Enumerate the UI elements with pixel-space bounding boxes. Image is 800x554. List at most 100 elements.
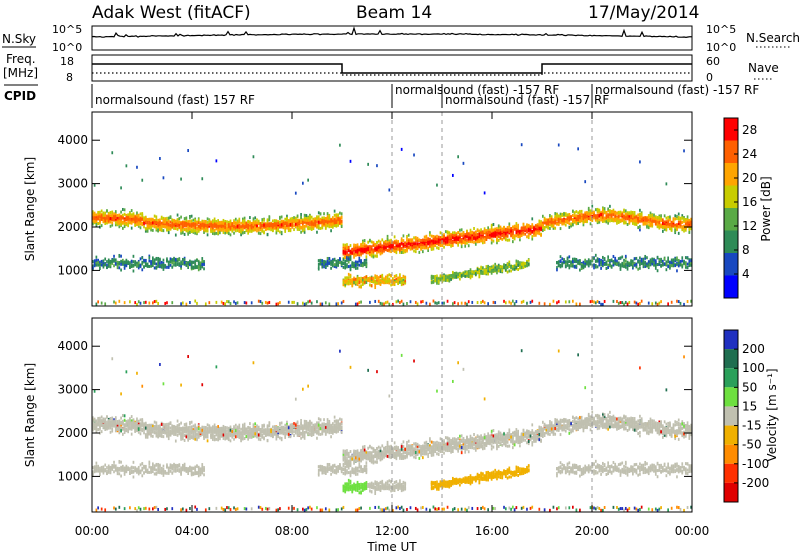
- power-cell: [665, 222, 668, 226]
- power-cell: [474, 242, 477, 246]
- power-cell: [626, 214, 629, 218]
- power-cell: [282, 219, 285, 223]
- power-cell: [178, 217, 181, 221]
- power-cell: [317, 220, 320, 224]
- power-cell: [185, 227, 188, 231]
- power-cell: [674, 214, 677, 218]
- power-cell: [437, 238, 440, 242]
- power-cell: [476, 269, 479, 273]
- power-cell: [326, 212, 329, 216]
- power-cell: [332, 259, 334, 263]
- power-cell: [559, 220, 562, 224]
- nave-trace: [92, 72, 692, 76]
- power-cell: [536, 229, 539, 233]
- power-cell: [573, 214, 576, 218]
- power-cell: [400, 147, 403, 151]
- nsky-label: N.Sky: [2, 32, 36, 46]
- power-cell: [169, 263, 172, 267]
- power-cell: [529, 231, 532, 235]
- power-cell: [623, 258, 625, 262]
- power-cell: [441, 301, 444, 305]
- power-cell: [485, 229, 488, 233]
- power-cell: [444, 240, 447, 244]
- power-cell: [127, 222, 129, 226]
- power-cell: [139, 264, 142, 268]
- power-cell: [159, 220, 161, 224]
- power-cell: [647, 214, 650, 218]
- power-cell: [462, 161, 465, 165]
- power-cell: [526, 225, 528, 229]
- power-cell: [370, 251, 373, 255]
- power-cell: [337, 217, 339, 221]
- power-cell: [455, 233, 458, 237]
- power-cell: [603, 262, 606, 266]
- power-cell: [517, 230, 519, 234]
- power-cell: [302, 181, 304, 185]
- power-cell: [362, 249, 364, 253]
- power-cell: [647, 224, 650, 228]
- power-cell: [291, 222, 294, 226]
- power-cell: [464, 274, 467, 278]
- power-cell: [619, 256, 622, 260]
- power-cell: [409, 242, 412, 246]
- power-cell: [296, 221, 299, 225]
- power-cell: [326, 259, 329, 263]
- power-cell: [185, 222, 188, 226]
- power-cell: [564, 213, 567, 217]
- power-cell: [354, 260, 357, 264]
- power-cell: [340, 212, 343, 216]
- power-cell: [559, 212, 562, 216]
- power-cell: [162, 263, 165, 267]
- power-cell: [100, 216, 103, 220]
- power-cell: [346, 253, 348, 257]
- power-cell: [395, 277, 398, 281]
- power-cell: [157, 223, 159, 227]
- power-cell: [594, 259, 597, 263]
- power-cell: [444, 237, 447, 241]
- power-cell: [132, 269, 135, 273]
- power-cell: [114, 210, 117, 214]
- power-cell: [137, 266, 140, 270]
- power-cell: [564, 260, 567, 264]
- power-cell: [400, 237, 403, 241]
- power-cell: [579, 268, 581, 272]
- power-cell: [480, 230, 482, 234]
- power-cell: [356, 250, 359, 254]
- power-cell: [649, 223, 652, 227]
- power-cell: [259, 222, 262, 226]
- power-cell: [383, 249, 385, 253]
- power-cell: [474, 272, 477, 276]
- power-cell: [136, 219, 138, 223]
- power-cell: [628, 263, 631, 267]
- power-cell: [217, 226, 219, 230]
- power-cell: [469, 273, 472, 277]
- power-cell: [342, 279, 345, 283]
- power-cell: [215, 222, 218, 226]
- power-cell: [321, 226, 324, 230]
- power-cell: [125, 223, 128, 227]
- power-cell: [388, 302, 391, 306]
- power-cell: [400, 277, 403, 281]
- power-cell: [406, 245, 408, 249]
- power-cell: [146, 225, 149, 229]
- power-cell: [469, 228, 472, 232]
- power-cell: [450, 244, 452, 248]
- power-cell: [312, 217, 315, 221]
- power-cell: [303, 227, 306, 231]
- power-cell: [180, 264, 182, 268]
- power-cell: [674, 228, 677, 232]
- power-cell: [287, 224, 290, 228]
- power-cell: [607, 209, 609, 213]
- power-cell: [654, 217, 657, 221]
- power-cell: [282, 226, 285, 230]
- power-cell: [503, 299, 505, 303]
- power-cell: [665, 260, 668, 264]
- power-cell: [534, 224, 537, 228]
- power-cell: [369, 278, 371, 282]
- power-cell: [591, 299, 594, 303]
- power-cell: [497, 234, 500, 238]
- power-cell: [478, 232, 481, 236]
- power-cell: [324, 265, 327, 269]
- power-cell: [676, 299, 678, 303]
- power-cell: [312, 222, 315, 226]
